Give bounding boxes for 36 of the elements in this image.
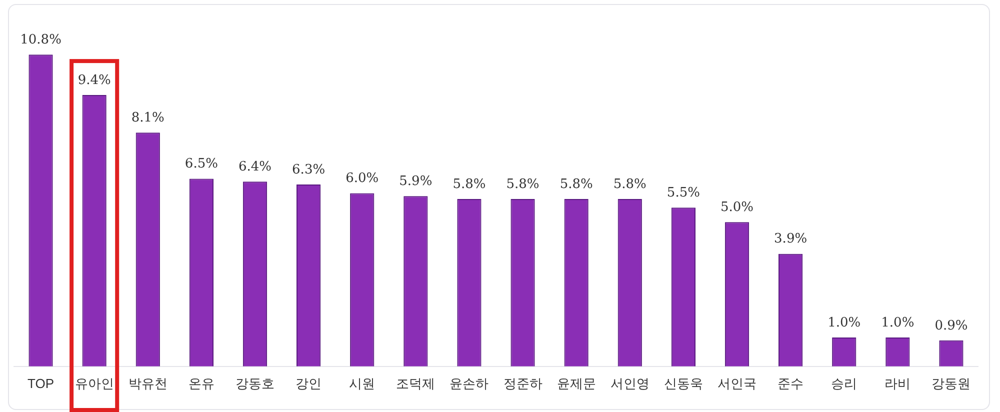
data-label: 5.8% xyxy=(452,176,486,192)
data-label: 6.5% xyxy=(184,156,218,172)
data-label: 8.1% xyxy=(131,110,164,126)
x-tick-label: 시원 xyxy=(349,376,376,391)
x-tick-label: 서인국 xyxy=(718,376,756,391)
x-tick-label: TOP xyxy=(28,376,54,391)
x-tick-label: 윤제문 xyxy=(556,376,596,391)
x-tick-label: 준수 xyxy=(778,376,804,391)
data-label: 0.9% xyxy=(934,318,968,334)
data-label: 10.8% xyxy=(20,32,62,48)
x-tick-label: 정준하 xyxy=(503,376,542,391)
x-tick-label: 강동호 xyxy=(236,376,274,391)
data-label: 5.5% xyxy=(666,186,700,201)
x-tick-label: 윤손하 xyxy=(450,376,489,391)
data-label: 6.0% xyxy=(346,171,379,186)
data-label: 5.8% xyxy=(560,176,593,192)
x-tick-label: 승리 xyxy=(831,376,858,391)
data-label: 5.8% xyxy=(506,176,540,192)
x-tick-label: 신동욱 xyxy=(664,376,703,391)
data-label: 3.9% xyxy=(774,232,808,247)
data-label: 5.9% xyxy=(399,174,432,189)
x-tick-label: 조덕제 xyxy=(396,376,436,391)
data-label: 5.0% xyxy=(720,200,754,215)
x-tick-label: 서인영 xyxy=(610,376,650,391)
x-tick-label: 온유 xyxy=(188,376,214,391)
data-label: 9.4% xyxy=(78,72,111,88)
data-label: 6.3% xyxy=(292,162,326,178)
data-label: 1.0% xyxy=(881,315,914,330)
x-tick-label: 유아인 xyxy=(74,376,114,391)
x-tick-label: 라비 xyxy=(884,376,911,391)
x-tick-label: 강인 xyxy=(296,376,322,391)
data-label: 5.8% xyxy=(613,176,646,192)
data-label: 1.0% xyxy=(828,315,861,330)
data-label: 6.4% xyxy=(238,160,272,175)
x-tick-label: 강동원 xyxy=(932,376,971,391)
x-tick-label: 박유천 xyxy=(128,376,168,391)
